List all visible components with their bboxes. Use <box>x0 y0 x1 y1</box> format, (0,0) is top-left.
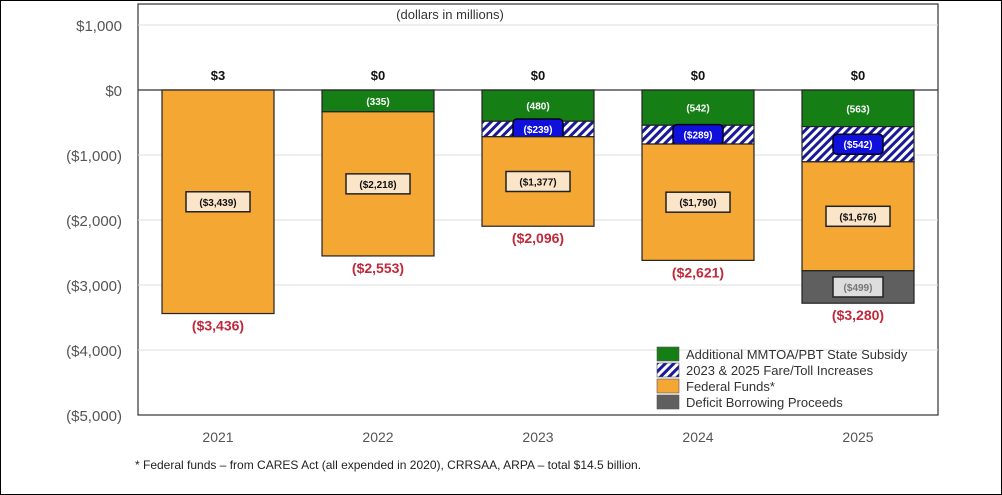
x-tick-label: 2025 <box>842 429 873 445</box>
data-label-box <box>505 170 571 193</box>
legend-label: Additional MMTOA/PBT State Subsidy <box>686 347 908 362</box>
data-label: ($3,439) <box>199 198 236 209</box>
legend-label: Federal Funds* <box>686 379 775 394</box>
top-label: $0 <box>691 68 705 83</box>
bar-segment <box>801 89 915 128</box>
legend-swatch <box>656 378 680 394</box>
total-label: ($3,436) <box>192 317 244 333</box>
data-label: (542) <box>686 104 709 115</box>
x-tick-label: 2023 <box>522 429 553 445</box>
legend-swatch <box>656 346 680 362</box>
data-label: ($289) <box>684 131 713 142</box>
data-label: ($1,790) <box>679 198 716 209</box>
bar-segment <box>641 89 755 126</box>
y-tick-label: ($2,000) <box>66 213 122 230</box>
total-label: ($3,280) <box>832 307 884 323</box>
footnote: * Federal funds – from CARES Act (all ex… <box>135 458 642 472</box>
data-label: (563) <box>846 104 869 115</box>
total-label: ($2,553) <box>352 260 404 276</box>
legend-swatch <box>656 394 680 410</box>
x-tick-label: 2021 <box>202 429 233 445</box>
y-tick-label: ($3,000) <box>66 278 122 295</box>
data-label: ($1,377) <box>519 177 556 188</box>
x-tick-label: 2024 <box>682 429 713 445</box>
data-label-box <box>185 191 251 213</box>
data-label-box <box>665 191 731 213</box>
top-label: $3 <box>211 68 225 83</box>
data-label: (335) <box>366 97 389 108</box>
data-label: ($1,676) <box>839 212 876 223</box>
legend-label: Deficit Borrowing Proceeds <box>686 395 843 410</box>
top-label: $0 <box>371 68 385 83</box>
top-label: $0 <box>531 68 545 83</box>
data-label-box <box>825 205 891 228</box>
data-label: ($542) <box>844 140 873 151</box>
y-tick-label: ($4,000) <box>66 343 122 360</box>
data-label-box <box>832 276 884 298</box>
data-label: (480) <box>526 102 549 113</box>
legend-label: 2023 & 2025 Fare/Toll Increases <box>686 363 874 378</box>
y-tick-label: $1,000 <box>76 18 122 35</box>
bar-segment <box>801 125 915 163</box>
legend-swatch <box>656 362 680 378</box>
y-tick-label: ($1,000) <box>66 148 122 165</box>
data-label-box <box>345 173 411 195</box>
data-label: ($239) <box>524 125 553 136</box>
top-label: $0 <box>851 68 865 83</box>
data-label: ($2,218) <box>359 180 396 191</box>
total-label: ($2,096) <box>512 230 564 246</box>
x-tick-label: 2022 <box>362 429 393 445</box>
data-label-box <box>832 133 884 155</box>
chart-subtitle: (dollars in millions) <box>396 7 504 22</box>
data-label: ($499) <box>844 283 873 294</box>
y-tick-label: ($5,000) <box>66 408 122 425</box>
y-tick-label: $0 <box>105 83 122 100</box>
total-label: ($2,621) <box>672 264 724 280</box>
